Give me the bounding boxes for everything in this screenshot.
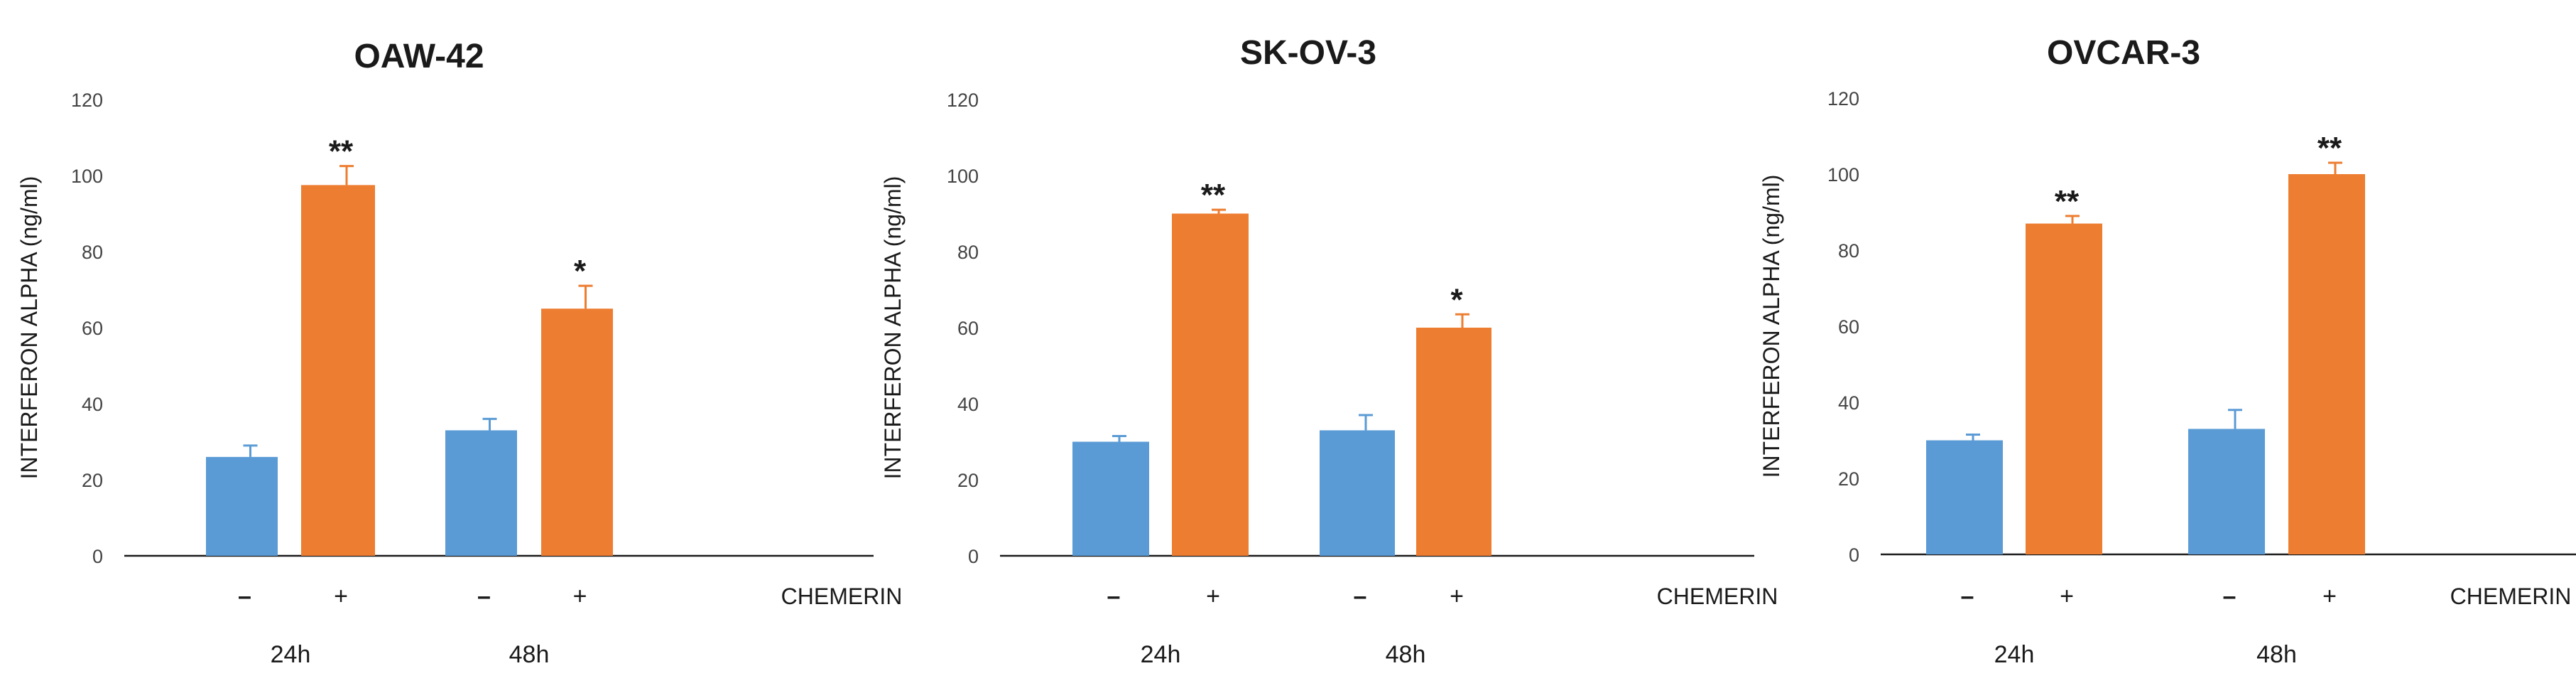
bar-control-24h bbox=[1926, 440, 2003, 554]
bar-control-48h bbox=[1320, 430, 1395, 556]
treatment-mark: – bbox=[1961, 583, 1974, 610]
treatment-mark: – bbox=[238, 583, 251, 610]
y-tick-label: 40 bbox=[1838, 392, 1859, 414]
bar-chemerin-24h bbox=[1172, 213, 1249, 556]
treatment-mark: + bbox=[1206, 583, 1220, 610]
y-tick-label: 40 bbox=[82, 394, 103, 415]
y-tick-label: 20 bbox=[1838, 468, 1859, 490]
y-tick-label: 40 bbox=[957, 394, 979, 415]
y-tick-label: 80 bbox=[1838, 240, 1859, 262]
treatment-mark: – bbox=[1354, 583, 1367, 610]
group-label-48h: 48h bbox=[509, 641, 550, 668]
y-axis-label: INTERFERON ALPHA (ng/ml) bbox=[1759, 175, 1784, 478]
group-label-24h: 24h bbox=[1141, 641, 1181, 668]
group-label-48h: 48h bbox=[1386, 641, 1426, 668]
treatment-mark: + bbox=[2322, 583, 2337, 610]
y-tick-label: 120 bbox=[71, 90, 103, 111]
y-tick-label: 0 bbox=[92, 546, 103, 567]
group-label-48h: 48h bbox=[2256, 641, 2297, 668]
significance-marker: * bbox=[574, 254, 587, 289]
y-tick-label: 100 bbox=[1827, 164, 1859, 186]
bar-control-48h bbox=[2188, 429, 2265, 554]
significance-marker: ** bbox=[2055, 184, 2080, 219]
significance-marker: ** bbox=[1201, 178, 1226, 213]
y-tick-label: 100 bbox=[71, 166, 103, 187]
bar-control-24h bbox=[1072, 441, 1149, 556]
y-tick-label: 80 bbox=[957, 242, 979, 263]
group-label-24h: 24h bbox=[271, 641, 311, 668]
y-axis-label: INTERFERON ALPHA (ng/ml) bbox=[880, 176, 906, 480]
y-tick-label: 100 bbox=[947, 166, 979, 187]
treatment-label: CHEMERIN bbox=[1657, 584, 1778, 609]
bar-chemerin-48h bbox=[1416, 328, 1491, 556]
bar-control-24h bbox=[206, 456, 278, 556]
chart-panel-1: OAW-42 INTERFERON ALPHA (ng/ml) 0 20 40 60 80 1… bbox=[16, 38, 902, 668]
chart-title: SK-OV-3 bbox=[1240, 34, 1376, 72]
treatment-mark: – bbox=[477, 583, 491, 610]
y-tick-label: 20 bbox=[82, 470, 103, 491]
bar-chemerin-24h bbox=[301, 185, 375, 556]
chart-title: OVCAR-3 bbox=[2047, 34, 2200, 72]
treatment-mark: – bbox=[2223, 583, 2237, 610]
y-tick-label: 60 bbox=[957, 318, 979, 339]
y-tick-label: 20 bbox=[957, 470, 979, 491]
treatment-label: CHEMERIN bbox=[781, 584, 903, 609]
y-tick-label: 0 bbox=[1849, 544, 1859, 566]
y-tick-label: 120 bbox=[947, 90, 979, 111]
treatment-label: CHEMERIN bbox=[2450, 584, 2572, 609]
significance-marker: * bbox=[1450, 282, 1463, 317]
bar-chemerin-48h bbox=[541, 308, 613, 556]
significance-marker: ** bbox=[329, 134, 354, 169]
chart-panel-2: SK-OV-3 INTERFERON ALPHA (ng/ml) 0 20 40 60 80… bbox=[880, 34, 1778, 668]
treatment-mark: + bbox=[2060, 583, 2074, 610]
treatment-mark: – bbox=[1107, 583, 1121, 610]
treatment-mark: + bbox=[334, 583, 348, 610]
y-tick-label: 60 bbox=[1838, 316, 1859, 338]
treatment-mark: + bbox=[1450, 583, 1464, 610]
bar-chemerin-24h bbox=[2026, 223, 2102, 554]
treatment-mark: + bbox=[573, 583, 587, 610]
y-tick-label: 0 bbox=[968, 546, 979, 567]
y-tick-label: 80 bbox=[82, 242, 103, 263]
bar-chemerin-48h bbox=[2288, 174, 2365, 554]
group-label-24h: 24h bbox=[1994, 641, 2035, 668]
significance-marker: ** bbox=[2317, 131, 2342, 166]
chart-panel-3: OVCAR-3 INTERFERON ALPHA (ng/ml) 0 20 40 60 80… bbox=[1759, 34, 2576, 668]
y-axis-label: INTERFERON ALPHA (ng/ml) bbox=[16, 176, 42, 480]
y-tick-label: 120 bbox=[1827, 88, 1859, 109]
bar-control-48h bbox=[445, 430, 517, 556]
y-tick-label: 60 bbox=[82, 318, 103, 339]
chart-title: OAW-42 bbox=[354, 38, 484, 75]
